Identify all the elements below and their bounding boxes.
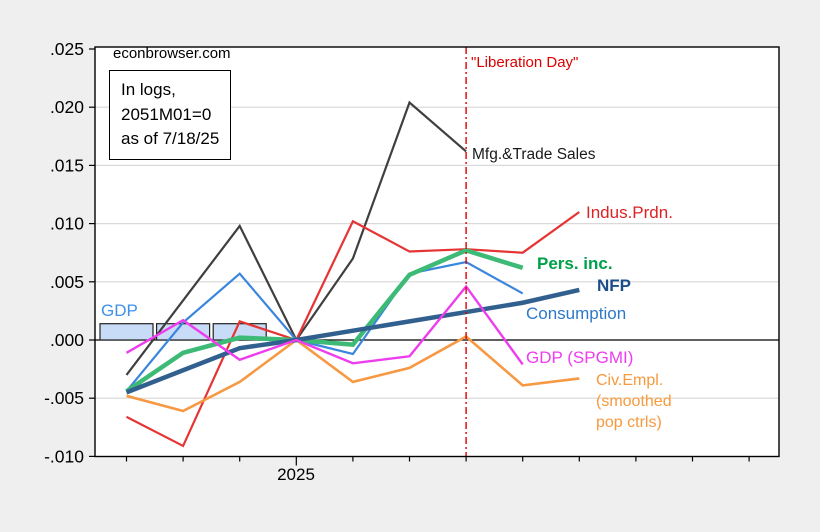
civ-empl-line-1: Civ.Empl. [596, 372, 664, 389]
bars-label-gdp: GDP [101, 301, 138, 320]
note-line-2: 2051M01=0 [121, 104, 212, 124]
watermark-text: econbrowser.com [113, 45, 231, 62]
civ-empl-line-3: pop ctrls) [596, 414, 662, 431]
svg-text:-.005: -.005 [44, 388, 84, 408]
series-label-consumption: Consumption [526, 304, 627, 323]
svg-text:.015: .015 [50, 155, 84, 175]
note-line-1: In logs, [121, 80, 176, 99]
x-axis-year-label: 2025 [277, 465, 315, 484]
series-label-civ-empl: Civ.Empl. (smoothed pop ctrls) [596, 370, 672, 433]
svg-text:.000: .000 [50, 330, 84, 350]
civ-empl-line-2: (smoothed [596, 393, 672, 410]
series-label-gdp-spgmi: GDP (SPGMI) [526, 348, 634, 367]
series-label-nfp: NFP [597, 276, 631, 295]
series-label-indus-prdn: Indus.Prdn. [586, 203, 673, 222]
svg-text:-.010: -.010 [44, 446, 84, 466]
svg-text:.025: .025 [50, 39, 84, 59]
svg-text:.020: .020 [50, 97, 84, 117]
series-label-mfg-trade-sales: Mfg.&Trade Sales [472, 146, 596, 163]
note-box: In logs, 2051M01=0 as of 7/18/25 [109, 70, 232, 160]
liberation-day-label: "Liberation Day" [471, 54, 579, 71]
svg-text:.005: .005 [50, 272, 84, 292]
svg-text:.010: .010 [50, 214, 84, 234]
series-label-pers-inc: Pers. inc. [537, 254, 613, 273]
note-line-3: as of 7/18/25 [121, 129, 220, 149]
